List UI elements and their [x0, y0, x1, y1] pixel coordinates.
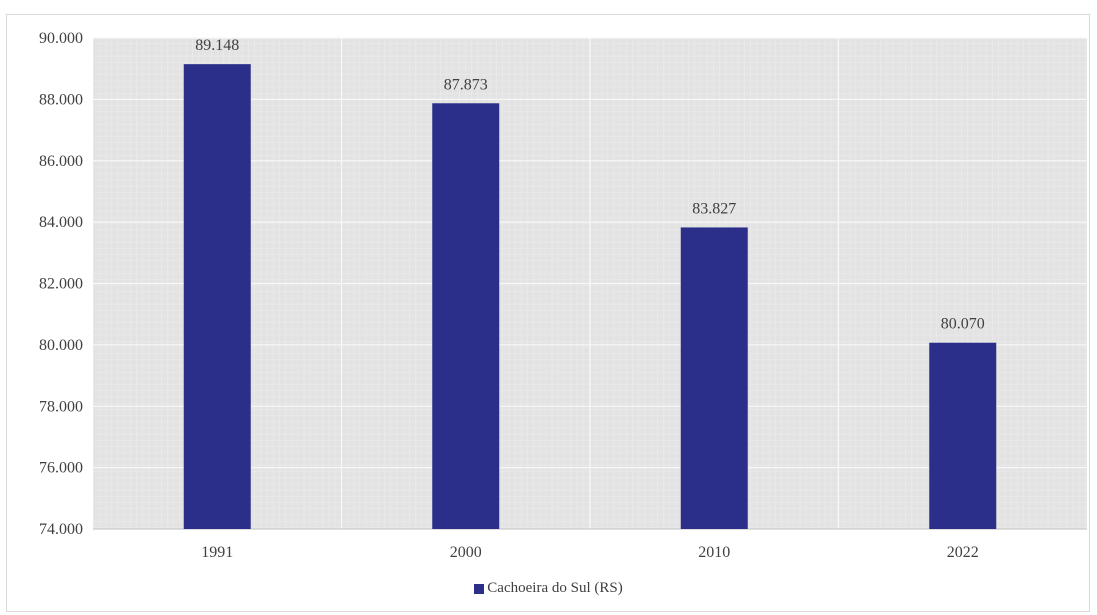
bar [680, 227, 748, 529]
legend-swatch [474, 583, 485, 594]
x-tick-label: 2000 [450, 544, 482, 561]
y-tick-label: 88.000 [39, 91, 83, 108]
y-tick-label: 90.000 [39, 30, 83, 47]
y-tick-label: 78.000 [39, 398, 83, 415]
y-tick-label: 76.000 [39, 460, 83, 477]
y-tick-label: 74.000 [39, 521, 83, 538]
x-tick-label: 1991 [201, 544, 233, 561]
bar [432, 103, 500, 530]
legend: Cachoeira do Sul (RS) [0, 580, 1097, 597]
x-tick-label: 2010 [698, 544, 730, 561]
data-label: 87.873 [444, 76, 488, 93]
y-tick-label: 84.000 [39, 214, 83, 231]
data-label: 80.070 [941, 316, 985, 333]
y-tick-label: 80.000 [39, 337, 83, 354]
legend-label: Cachoeira do Sul (RS) [487, 580, 623, 596]
data-label: 89.148 [195, 37, 239, 54]
bar [183, 64, 251, 529]
y-tick-label: 86.000 [39, 153, 83, 170]
y-tick-label: 82.000 [39, 276, 83, 293]
data-label: 83.827 [692, 200, 736, 217]
x-tick-label: 2022 [947, 544, 979, 561]
bar [929, 342, 997, 529]
